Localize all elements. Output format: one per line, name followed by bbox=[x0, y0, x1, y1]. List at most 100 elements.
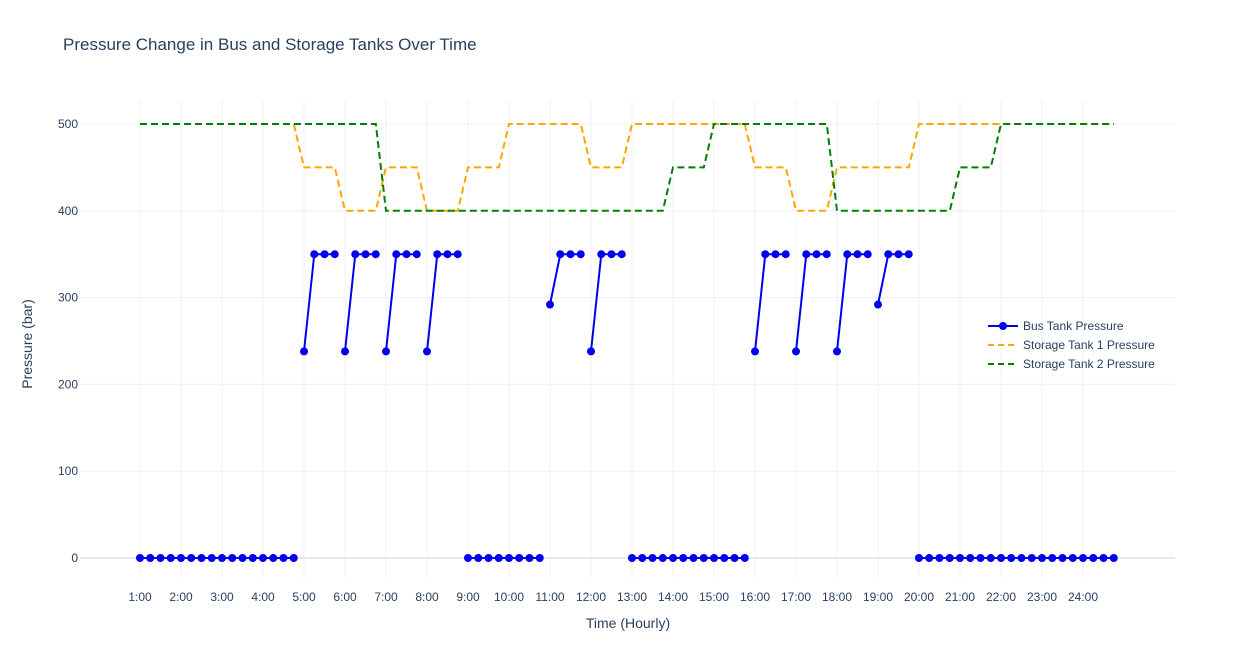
bus-tank-point[interactable] bbox=[361, 250, 370, 259]
bus-tank-point[interactable] bbox=[218, 554, 226, 562]
bus-tank-point[interactable] bbox=[423, 347, 431, 356]
bus-tank-point[interactable] bbox=[1058, 554, 1067, 562]
bus-tank-point[interactable] bbox=[207, 554, 216, 562]
bus-tank-point[interactable] bbox=[320, 250, 329, 259]
bus-tank-point[interactable] bbox=[330, 250, 339, 259]
bus-tank-point[interactable] bbox=[771, 250, 780, 259]
bus-tank-point[interactable] bbox=[464, 554, 472, 562]
bus-tank-point[interactable] bbox=[433, 250, 442, 259]
bus-tank-point[interactable] bbox=[986, 554, 995, 562]
bus-tank-point[interactable] bbox=[576, 250, 585, 259]
bus-tank-point[interactable] bbox=[740, 554, 749, 562]
bus-tank-point[interactable] bbox=[177, 554, 185, 562]
bus-tank-point[interactable] bbox=[689, 554, 698, 562]
bus-tank-point[interactable] bbox=[136, 554, 144, 562]
bus-tank-point[interactable] bbox=[371, 250, 380, 259]
bus-tank-point[interactable] bbox=[187, 554, 196, 562]
bus-tank-point[interactable] bbox=[956, 554, 964, 562]
bus-tank-point[interactable] bbox=[894, 250, 903, 259]
bus-tank-point[interactable] bbox=[515, 554, 524, 562]
bus-tank-point[interactable] bbox=[822, 250, 831, 259]
bus-tank-point[interactable] bbox=[392, 250, 401, 259]
bus-tank-point[interactable] bbox=[945, 554, 954, 562]
bus-tank-point[interactable] bbox=[1068, 554, 1077, 562]
bus-tank-point[interactable] bbox=[1089, 554, 1098, 562]
bus-tank-point[interactable] bbox=[925, 554, 934, 562]
bus-tank-point[interactable] bbox=[976, 554, 985, 562]
legend[interactable]: Bus Tank Pressure Storage Tank 1 Pressure… bbox=[988, 319, 1155, 371]
bus-tank-point[interactable] bbox=[279, 554, 288, 562]
bus-tank-point[interactable] bbox=[1109, 554, 1118, 562]
bus-tank-point[interactable] bbox=[997, 554, 1005, 562]
legend-item[interactable]: Storage Tank 1 Pressure bbox=[988, 338, 1155, 352]
bus-tank-point[interactable] bbox=[535, 554, 544, 562]
bus-tank-point[interactable] bbox=[853, 250, 862, 259]
bus-tank-point[interactable] bbox=[300, 347, 308, 356]
bus-tank-point[interactable] bbox=[1048, 554, 1057, 562]
bus-tank-point[interactable] bbox=[382, 347, 390, 356]
bus-tank-point[interactable] bbox=[402, 250, 411, 259]
bus-tank-point[interactable] bbox=[863, 250, 872, 259]
bus-tank-point[interactable] bbox=[915, 554, 923, 562]
bus-tank-point[interactable] bbox=[566, 250, 575, 259]
bus-tank-point[interactable] bbox=[587, 347, 595, 356]
bus-tank-point[interactable] bbox=[1038, 554, 1046, 562]
bus-tank-point[interactable] bbox=[761, 250, 770, 259]
bus-tank-point[interactable] bbox=[156, 554, 165, 562]
bus-tank-point[interactable] bbox=[474, 554, 483, 562]
bus-tank-point[interactable] bbox=[505, 554, 513, 562]
bus-tank-point[interactable] bbox=[289, 554, 298, 562]
bus-tank-point[interactable] bbox=[341, 347, 349, 356]
bus-tank-point[interactable] bbox=[812, 250, 821, 259]
bus-tank-point[interactable] bbox=[248, 554, 257, 562]
bus-tank-point[interactable] bbox=[710, 554, 718, 562]
bus-tank-point[interactable] bbox=[1027, 554, 1036, 562]
bus-tank-point[interactable] bbox=[166, 554, 175, 562]
bus-tank-point[interactable] bbox=[648, 554, 657, 562]
bus-tank-point[interactable] bbox=[617, 250, 626, 259]
bus-tank-point[interactable] bbox=[628, 554, 636, 562]
bus-tank-point[interactable] bbox=[525, 554, 534, 562]
bus-tank-point[interactable] bbox=[412, 250, 421, 259]
bus-tank-point[interactable] bbox=[792, 347, 800, 356]
bus-tank-point[interactable] bbox=[197, 554, 206, 562]
bus-tank-point[interactable] bbox=[781, 250, 790, 259]
bus-tank-point[interactable] bbox=[597, 250, 606, 259]
bus-tank-point[interactable] bbox=[904, 250, 913, 259]
bus-tank-point[interactable] bbox=[751, 347, 759, 356]
bus-tank-point[interactable] bbox=[720, 554, 729, 562]
bus-tank-point[interactable] bbox=[1099, 554, 1108, 562]
bus-tank-point[interactable] bbox=[484, 554, 493, 562]
bus-tank-point[interactable] bbox=[1007, 554, 1016, 562]
bus-tank-point[interactable] bbox=[259, 554, 267, 562]
bus-tank-point[interactable] bbox=[966, 554, 975, 562]
bus-tank-point[interactable] bbox=[228, 554, 237, 562]
bus-tank-point[interactable] bbox=[494, 554, 503, 562]
bus-tank-point[interactable] bbox=[802, 250, 811, 259]
legend-item[interactable]: Storage Tank 2 Pressure bbox=[988, 357, 1155, 371]
bus-tank-point[interactable] bbox=[833, 347, 841, 356]
bus-tank-point[interactable] bbox=[843, 250, 852, 259]
bus-tank-point[interactable] bbox=[730, 554, 739, 562]
bus-tank-point[interactable] bbox=[658, 554, 667, 562]
bus-tank-point[interactable] bbox=[1079, 554, 1087, 562]
bus-tank-point[interactable] bbox=[935, 554, 944, 562]
bus-tank-point[interactable] bbox=[874, 300, 882, 309]
bus-tank-point[interactable] bbox=[556, 250, 565, 259]
bus-tank-point[interactable] bbox=[607, 250, 616, 259]
bus-tank-point[interactable] bbox=[146, 554, 155, 562]
bus-tank-point[interactable] bbox=[453, 250, 462, 259]
bus-tank-point[interactable] bbox=[351, 250, 360, 259]
legend-item[interactable]: Bus Tank Pressure bbox=[988, 319, 1124, 333]
bus-tank-point[interactable] bbox=[884, 250, 893, 259]
bus-tank-point[interactable] bbox=[1017, 554, 1026, 562]
bus-tank-point[interactable] bbox=[238, 554, 247, 562]
bus-tank-point[interactable] bbox=[638, 554, 647, 562]
bus-tank-point[interactable] bbox=[546, 300, 554, 309]
bus-tank-point[interactable] bbox=[269, 554, 278, 562]
bus-tank-point[interactable] bbox=[310, 250, 319, 259]
bus-tank-point[interactable] bbox=[679, 554, 688, 562]
bus-tank-point[interactable] bbox=[669, 554, 677, 562]
bus-tank-point[interactable] bbox=[699, 554, 708, 562]
bus-tank-point[interactable] bbox=[443, 250, 452, 259]
